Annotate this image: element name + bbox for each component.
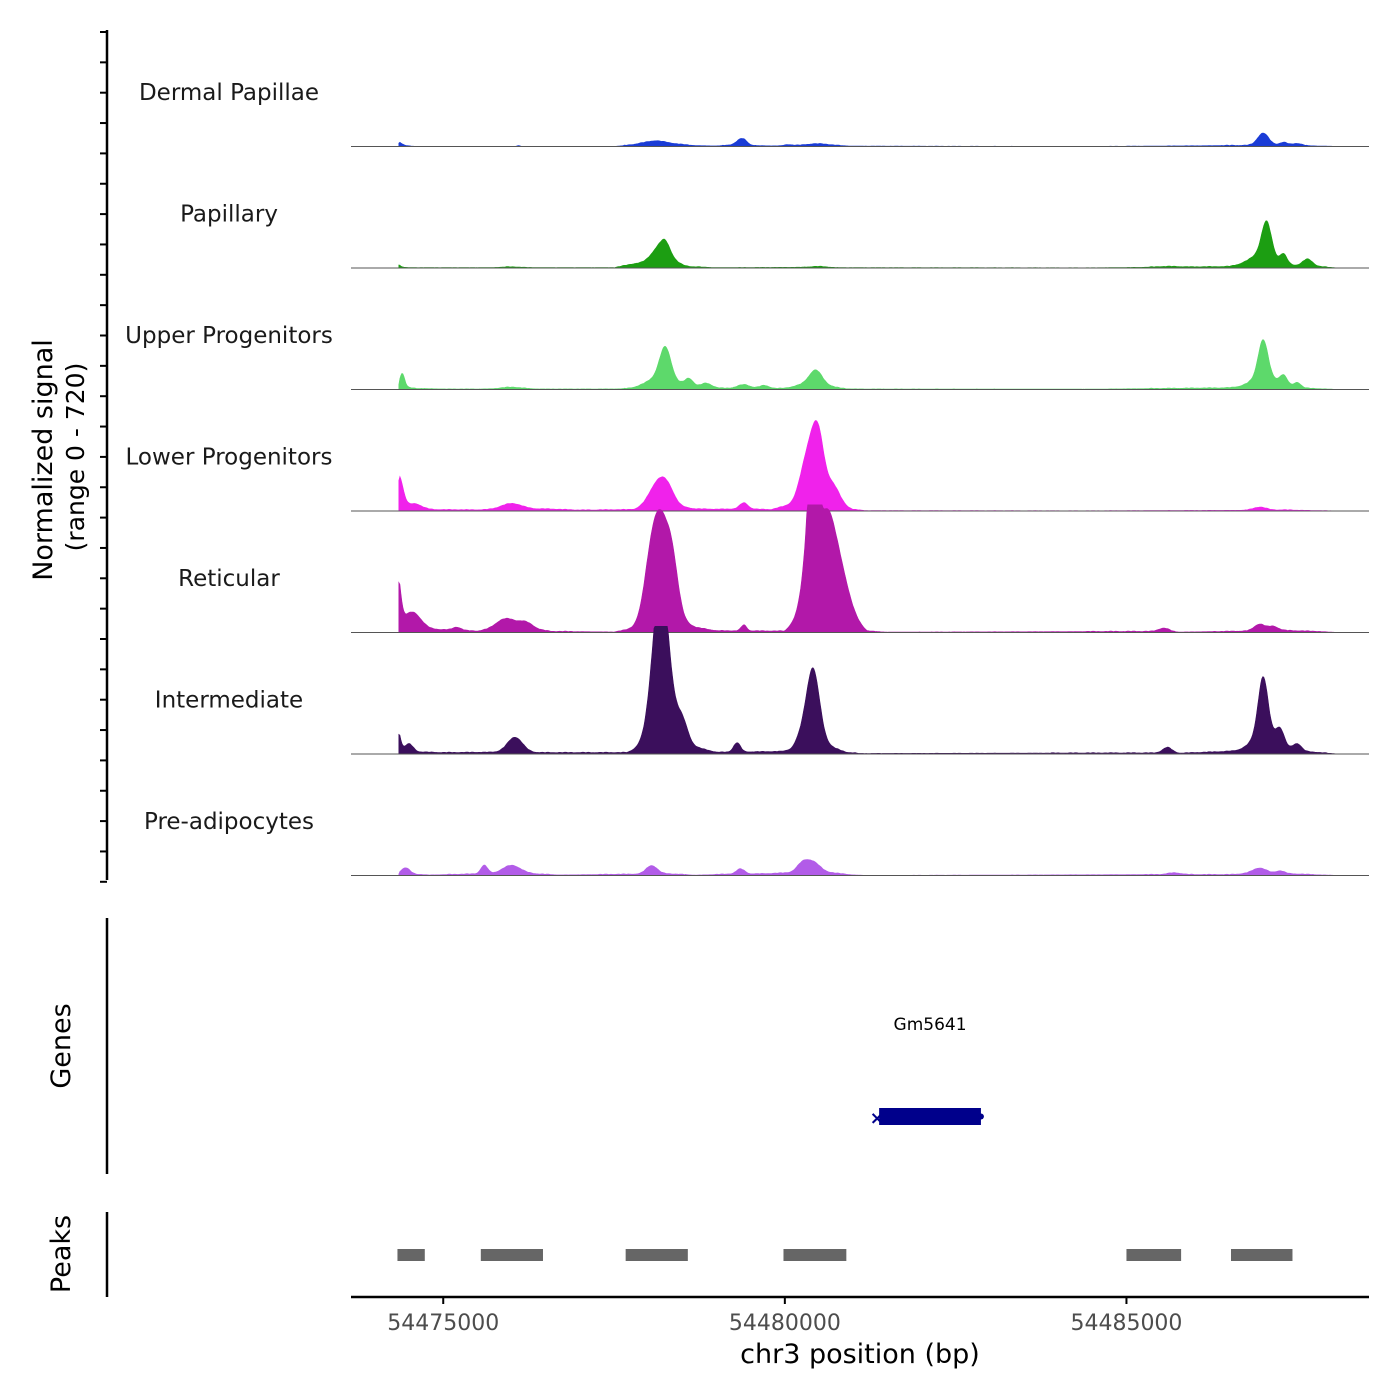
track-reticular: Reticular xyxy=(178,504,1369,633)
track-upper-progenitors: Upper Progenitors xyxy=(125,323,1369,390)
track-papillary: Papillary xyxy=(180,202,1369,269)
gene-Gm5641: Gm5641 × xyxy=(870,1015,984,1129)
y-axis-title-line1: Normalized signal xyxy=(28,339,59,581)
x-tick-label: 54475000 xyxy=(387,1311,499,1336)
track-label: Pre-adipocytes xyxy=(144,809,314,835)
coverage-area xyxy=(398,420,1339,512)
track-label: Lower Progenitors xyxy=(126,445,333,471)
x-tick-label: 54485000 xyxy=(1070,1311,1182,1336)
gene-strand-marker: × xyxy=(870,1108,885,1129)
peak-annotations xyxy=(397,1249,1293,1261)
gene-body xyxy=(879,1108,981,1125)
peak-bar xyxy=(783,1249,847,1261)
coverage-area xyxy=(398,504,1339,633)
peak-bar xyxy=(480,1249,543,1261)
track-label: Papillary xyxy=(180,202,278,228)
track-label: Upper Progenitors xyxy=(125,323,333,349)
gene-label: Gm5641 xyxy=(894,1015,967,1035)
track-label: Dermal Papillae xyxy=(139,80,319,106)
gene-end-marker xyxy=(977,1113,984,1120)
x-axis-ticks: 54475000 54480000 54485000 xyxy=(387,1297,1182,1336)
coverage-area xyxy=(398,339,1339,390)
x-axis-title: chr3 position (bp) xyxy=(740,1339,980,1370)
coverage-tracks: Dermal Papillae Papillary Upper Progenitor… xyxy=(125,80,1369,876)
coverage-area xyxy=(398,626,1339,755)
track-dermal-papillae: Dermal Papillae xyxy=(139,80,1369,147)
gene-annotations: Gm5641 × xyxy=(870,1015,984,1129)
peak-bar xyxy=(1230,1249,1293,1261)
peak-bar xyxy=(625,1249,688,1261)
track-intermediate: Intermediate xyxy=(155,626,1369,755)
peaks-panel-title: Peaks xyxy=(46,1215,77,1293)
peak-bar xyxy=(397,1249,425,1261)
track-label: Intermediate xyxy=(155,688,303,714)
coverage-y-ticks xyxy=(100,31,107,883)
y-axis-title-line2: (range 0 - 720) xyxy=(61,363,90,552)
coverage-area xyxy=(398,220,1339,269)
track-label: Reticular xyxy=(178,566,280,592)
coverage-area xyxy=(398,859,1339,876)
track-lower-progenitors: Lower Progenitors xyxy=(126,420,1369,512)
coverage-area xyxy=(398,132,1339,147)
genes-panel-title: Genes xyxy=(46,1003,77,1088)
track-pre-adipocytes: Pre-adipocytes xyxy=(144,809,1369,876)
peak-bar xyxy=(1126,1249,1182,1261)
x-tick-label: 54480000 xyxy=(729,1311,841,1336)
